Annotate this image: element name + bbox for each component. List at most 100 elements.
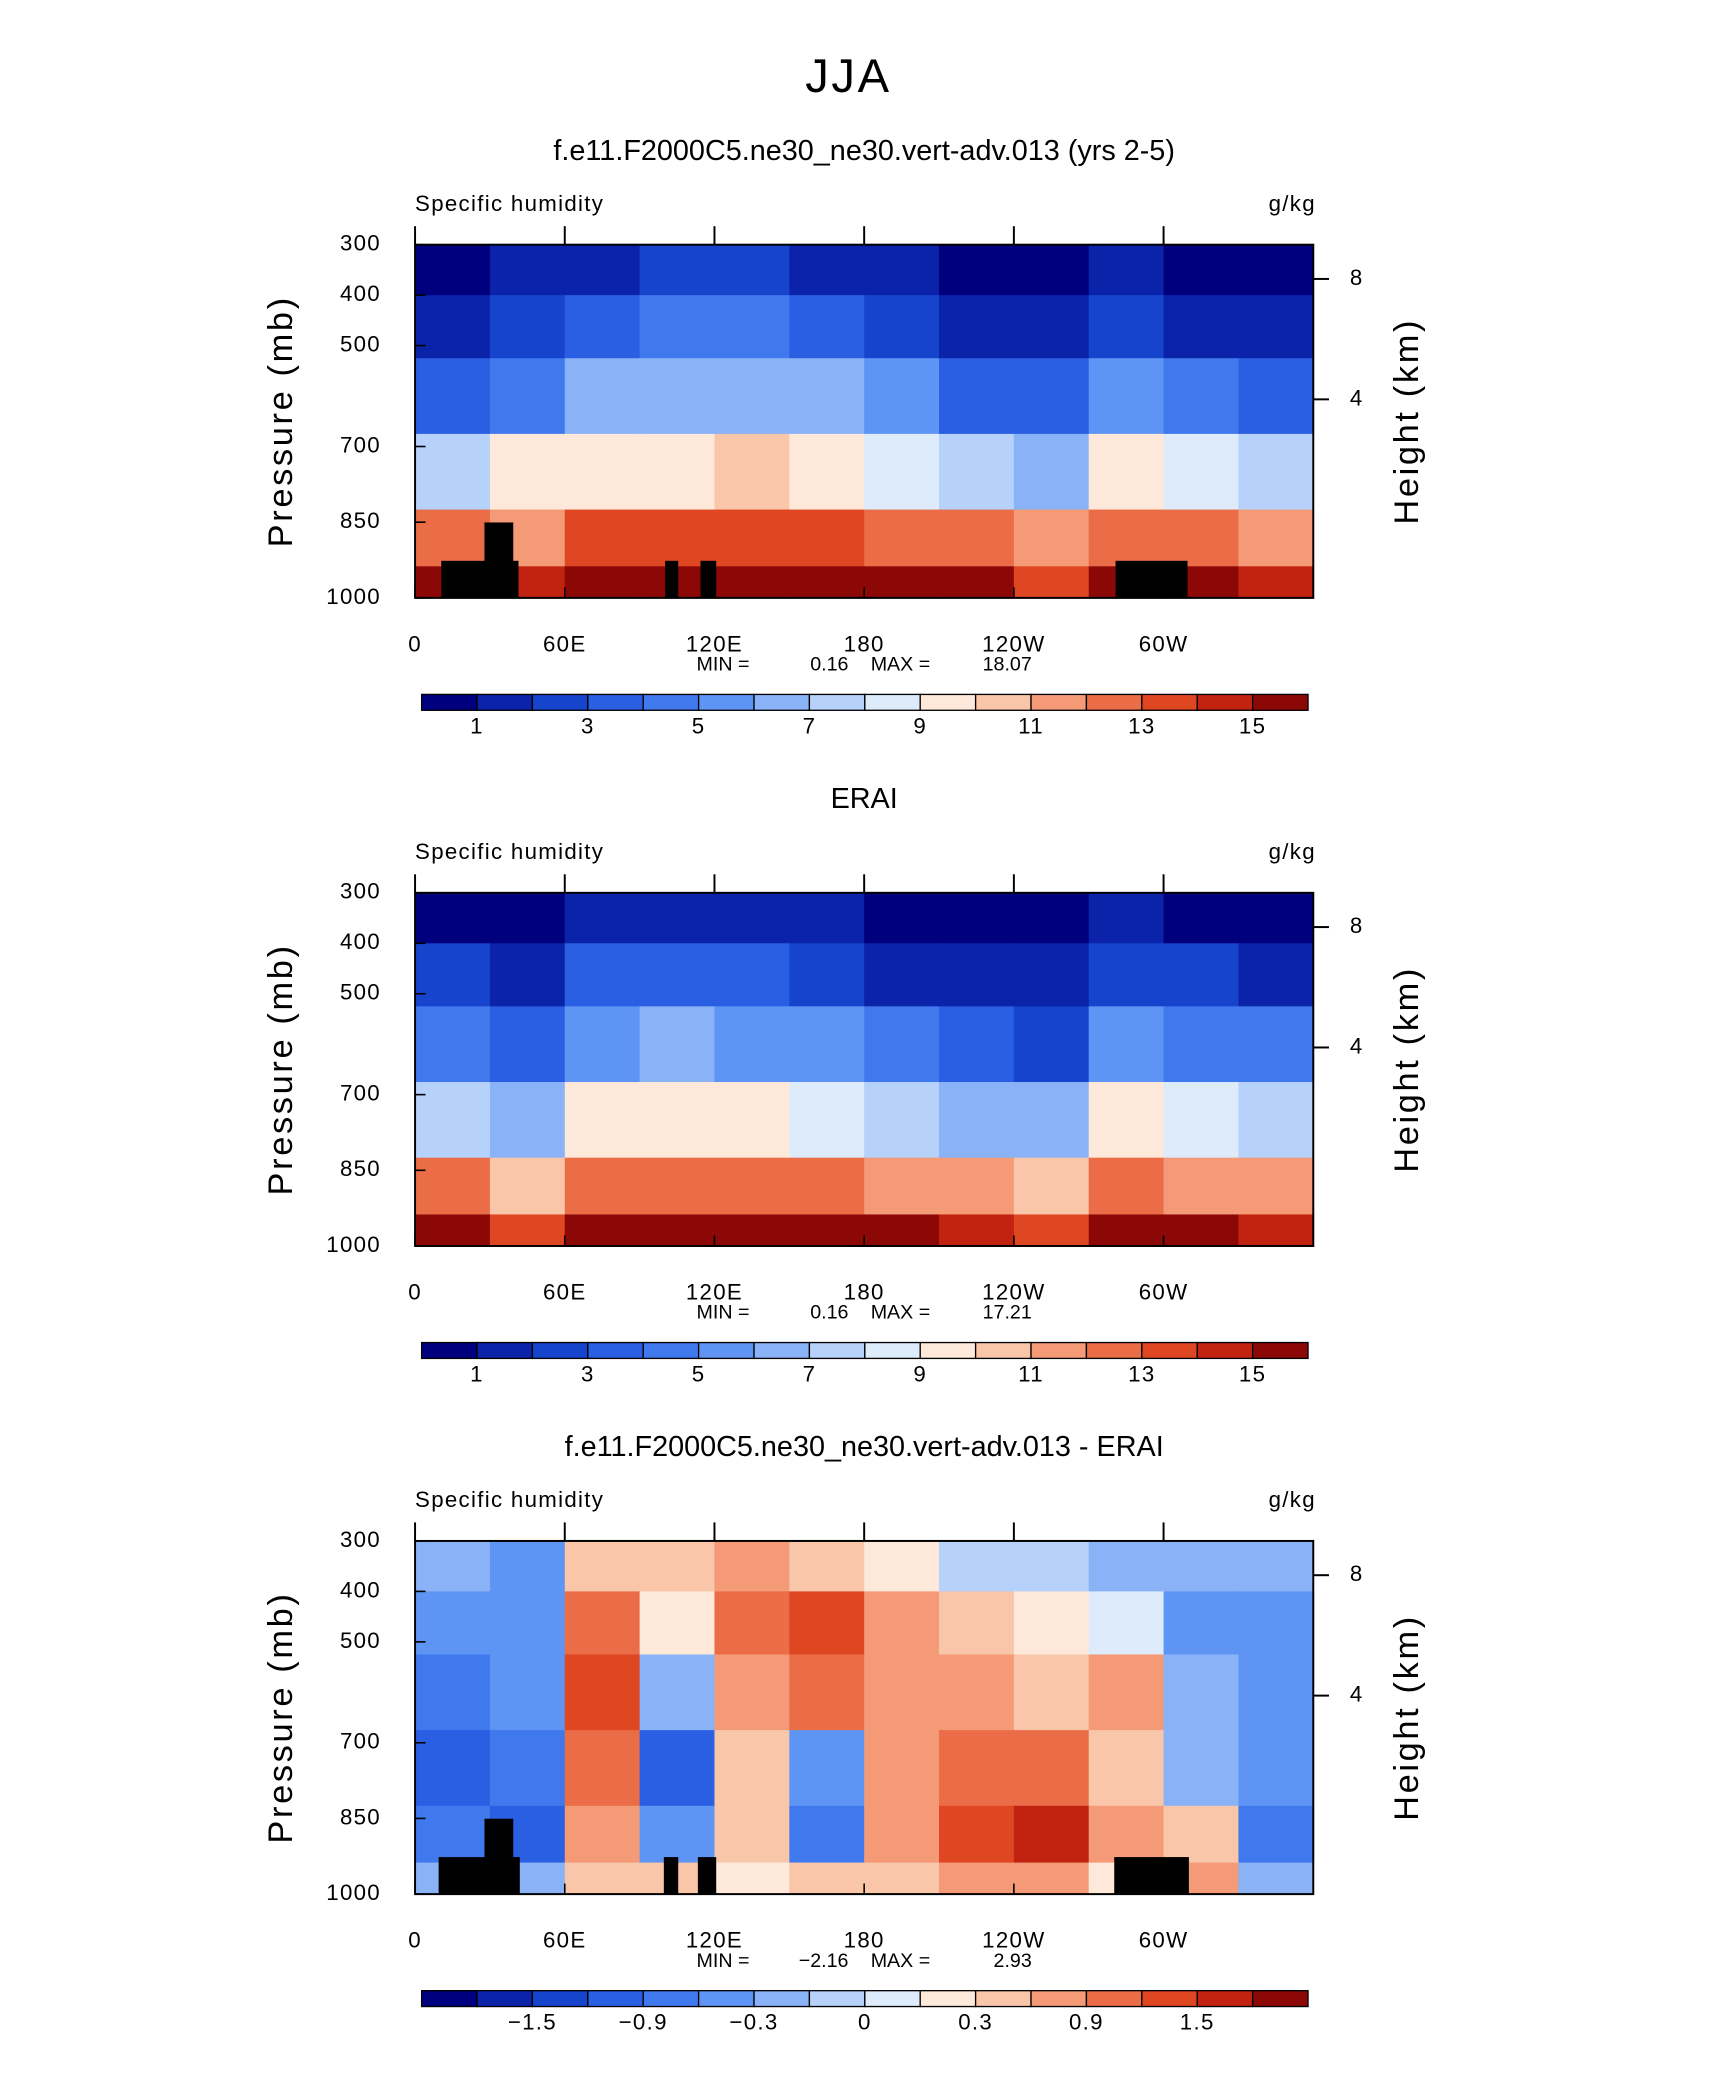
mask: [484, 522, 514, 563]
colorbar-label: 1: [470, 1361, 484, 1386]
field-cell: [939, 566, 1015, 599]
left-label: Specific humidity: [415, 1487, 604, 1512]
field-cell: [1163, 295, 1240, 360]
x-tick-label: 120E: [686, 1279, 743, 1304]
colorbar-box: [420, 1341, 478, 1360]
field-cell: [864, 1082, 940, 1159]
colorbar-label: 0: [858, 2010, 872, 2035]
y-tick-label: 1000: [326, 584, 381, 609]
field-cell: [939, 1214, 1015, 1247]
field-cell: [1238, 566, 1315, 599]
y-axis-title: Pressure (mb): [262, 1591, 300, 1843]
field-cell: [1163, 1214, 1240, 1247]
y-tick-label: 850: [340, 1156, 381, 1181]
field-cell: [714, 1006, 791, 1083]
field-cell: [415, 433, 491, 511]
mask: [441, 560, 519, 598]
field-cell: [489, 358, 566, 435]
field-cell: [789, 1540, 865, 1593]
x-tick-label: 0: [408, 1928, 422, 1953]
colorbar-box: [587, 1341, 644, 1360]
field-cell: [564, 1730, 641, 1807]
field-cell: [564, 1214, 641, 1247]
field-cell: [1088, 295, 1165, 360]
mask-panel-1: [441, 522, 1188, 598]
field-cell: [939, 1082, 1015, 1159]
y-tick-label: 1000: [326, 1880, 381, 1905]
left-label: Specific humidity: [415, 839, 604, 864]
x-tick-label: 180: [844, 1928, 885, 1953]
field-cell: [864, 943, 940, 1008]
field-cell: [1088, 1214, 1165, 1247]
x-tick-label: 120E: [686, 1928, 743, 1953]
field-cell: [639, 1730, 716, 1807]
field-cell: [1013, 1157, 1090, 1216]
field-cell: [1238, 892, 1315, 945]
field-cell: [714, 1540, 791, 1593]
field-cell: [564, 509, 641, 568]
field-cell: [864, 1157, 940, 1216]
field-cell: [789, 433, 865, 511]
field-cell: [1238, 1654, 1315, 1731]
field-cell: [489, 1006, 566, 1083]
field-cell: [1088, 358, 1165, 435]
colorbar-box: [1030, 693, 1088, 711]
field-cell: [1088, 1805, 1165, 1864]
field-cell: [1238, 1862, 1315, 1895]
field-cell: [564, 566, 641, 599]
field-cell: [1013, 1805, 1090, 1864]
field-cell: [1163, 1006, 1240, 1083]
field-cell: [1088, 509, 1165, 568]
field-cell: [939, 1862, 1015, 1895]
field-cell: [1163, 943, 1240, 1008]
field-cell: [489, 1591, 566, 1656]
colorbar-box: [1141, 1990, 1198, 2008]
colorbar-label: 15: [1239, 713, 1266, 738]
colorbar-label: −0.9: [619, 2010, 668, 2035]
colorbar-box: [587, 1990, 644, 2008]
mask-panel-3: [438, 1818, 1189, 1895]
colorbar-box: [1030, 1990, 1088, 2008]
y2-axis-title: Height (km): [1388, 318, 1426, 525]
x-tick-label: 60W: [1139, 1279, 1189, 1304]
y-tick-label: 400: [340, 281, 381, 306]
field-cell: [1163, 1082, 1240, 1159]
colorbar-box: [697, 1341, 755, 1360]
colorbar-box: [476, 693, 534, 711]
field-cell: [1013, 1730, 1090, 1807]
colorbar-label: 7: [803, 713, 817, 738]
field-cell: [714, 1654, 791, 1731]
super-title: JJA: [805, 50, 891, 103]
colorbar-label: 3: [581, 1361, 595, 1386]
min-text: MIN =: [697, 653, 750, 675]
field-cell: [939, 358, 1015, 435]
colorbar-box: [642, 693, 700, 711]
colorbar-box: [808, 1990, 866, 2008]
field-cell: [789, 892, 865, 945]
field-cell: [1013, 244, 1090, 296]
field-cell: [864, 1214, 940, 1247]
field-cell: [1163, 1591, 1240, 1656]
max-value: 2.93: [994, 1950, 1032, 1972]
colorbar-box: [808, 693, 866, 711]
field-cell: [789, 1862, 865, 1895]
min-value: 0.16: [810, 653, 848, 675]
min-value: −2.16: [799, 1950, 849, 1972]
field-cell: [789, 295, 865, 360]
field-cell: [1163, 1157, 1240, 1216]
field-cell: [789, 1214, 865, 1247]
field-cell: [1238, 1730, 1315, 1807]
panel-title: ERAI: [831, 783, 898, 815]
field-cell: [639, 509, 716, 568]
field-cell: [1238, 1082, 1315, 1159]
field-cell: [939, 1006, 1015, 1083]
field-cell: [564, 1082, 641, 1159]
mask: [663, 1857, 679, 1895]
field-cell: [564, 892, 641, 945]
field-cell: [415, 295, 491, 360]
field-cell: [1163, 892, 1240, 945]
field-cell: [415, 1082, 491, 1159]
field-cell: [639, 1157, 716, 1216]
field-cell: [1088, 433, 1165, 511]
